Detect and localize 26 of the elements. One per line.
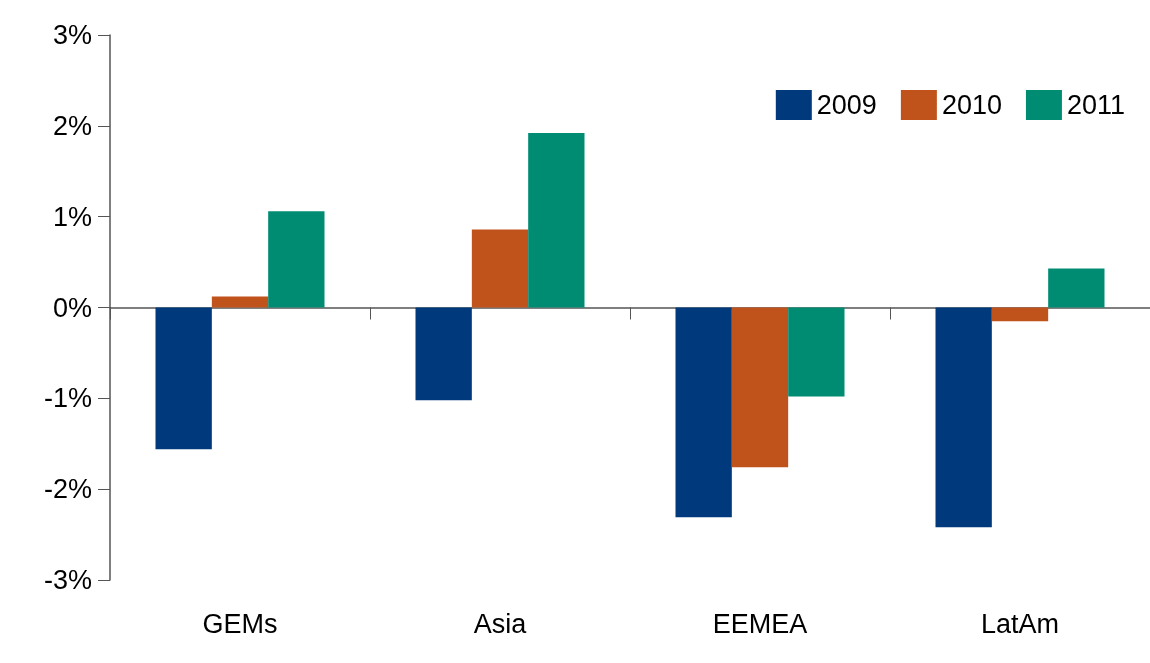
bar xyxy=(731,307,789,468)
y-tick-label: -3% xyxy=(43,565,92,595)
bar xyxy=(528,133,585,308)
x-tick-label: LatAm xyxy=(980,608,1060,639)
legend-label: 2010 xyxy=(941,90,1002,120)
bar xyxy=(1048,268,1105,308)
bar xyxy=(415,307,472,401)
bar xyxy=(991,307,1049,322)
legend-label: 2011 xyxy=(1066,90,1125,120)
bar xyxy=(675,307,732,518)
y-tick-label: 3% xyxy=(52,20,92,50)
y-tick-label: 1% xyxy=(52,201,92,232)
x-tick-label: EEMEA xyxy=(712,608,808,639)
bar xyxy=(788,307,845,397)
bar xyxy=(268,211,325,308)
y-tick-label: 0% xyxy=(52,292,92,323)
x-tick-label: GEMs xyxy=(202,608,278,639)
legend-label: 2009 xyxy=(816,90,877,120)
y-tick-label: 2% xyxy=(52,110,92,141)
bar xyxy=(211,296,269,308)
bar xyxy=(155,307,212,450)
x-tick-label: Asia xyxy=(473,608,528,639)
bar xyxy=(471,229,529,308)
y-tick-label: -1% xyxy=(43,383,92,414)
bar xyxy=(935,307,992,528)
y-tick-label: -2% xyxy=(43,474,92,505)
